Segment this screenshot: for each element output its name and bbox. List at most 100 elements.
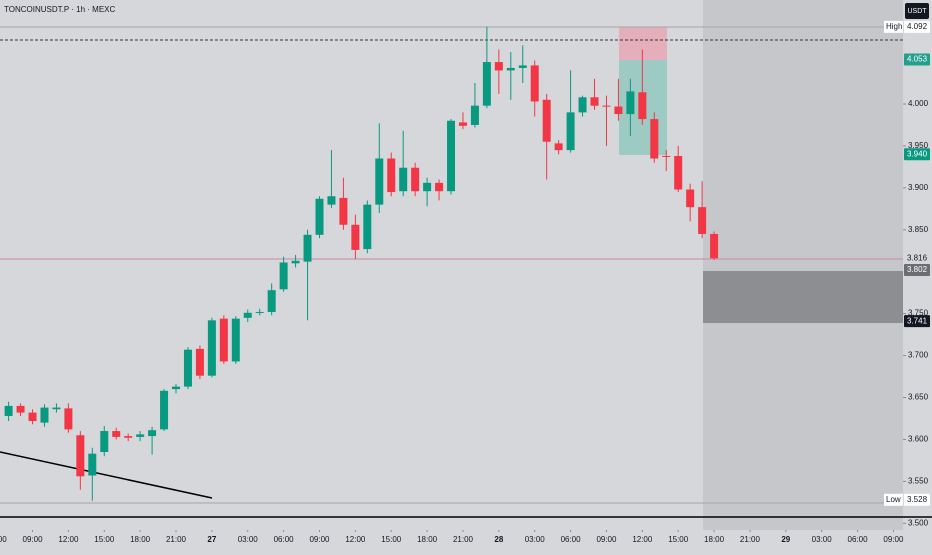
trend-line bbox=[0, 451, 213, 499]
candle-body bbox=[279, 262, 288, 290]
price-tag bbox=[904, 20, 930, 33]
x-tick-label: 18:00 bbox=[130, 535, 151, 544]
candle-body bbox=[375, 158, 384, 205]
x-tick-label: 28 bbox=[494, 535, 503, 544]
candle-body bbox=[662, 155, 671, 157]
y-tick-label: 3.500 bbox=[908, 518, 929, 527]
candle-body bbox=[327, 196, 336, 205]
y-tick-label: 3.550 bbox=[908, 476, 929, 485]
candle-body bbox=[16, 405, 25, 413]
x-tick-label: 29 bbox=[781, 535, 790, 544]
candle-body bbox=[566, 112, 575, 151]
x-tick-label: 03:00 bbox=[525, 535, 546, 544]
x-tick-label: 21:00 bbox=[453, 535, 474, 544]
candle-body bbox=[686, 189, 695, 208]
candle-body bbox=[148, 430, 157, 437]
candle-body bbox=[207, 320, 216, 376]
candle-body bbox=[387, 158, 396, 193]
x-tick-label: 18:00 bbox=[417, 535, 438, 544]
candle-body bbox=[578, 97, 587, 113]
price-tag-label: 4.053 bbox=[907, 55, 928, 64]
y-tick-label: 3.600 bbox=[908, 435, 929, 444]
x-tick-label: 27 bbox=[207, 535, 216, 544]
y-tick-label: 3.650 bbox=[908, 393, 929, 402]
candle-body bbox=[243, 312, 252, 318]
x-tick-label: 09:00 bbox=[883, 535, 904, 544]
candle-body bbox=[28, 412, 37, 421]
candle-body bbox=[411, 167, 420, 192]
x-tick-label: 06:00 bbox=[274, 535, 295, 544]
x-tick-label: 03:00 bbox=[812, 535, 833, 544]
candle-body bbox=[470, 105, 479, 125]
candle-body bbox=[554, 143, 563, 151]
candle-body bbox=[650, 119, 659, 159]
price-tag bbox=[904, 252, 930, 265]
candle-body bbox=[195, 348, 204, 376]
x-tick-label: 09:00 bbox=[309, 535, 330, 544]
price-tag-caption-bg bbox=[884, 493, 903, 506]
candle-body bbox=[64, 408, 73, 430]
y-tick-label: 3.950 bbox=[908, 141, 929, 150]
candles bbox=[4, 26, 719, 501]
candle-body bbox=[542, 99, 551, 142]
price-tag-label: 3.940 bbox=[907, 149, 928, 158]
candle-body bbox=[518, 65, 527, 68]
target-box bbox=[703, 271, 903, 323]
y-tick-label: 3.850 bbox=[908, 225, 929, 234]
x-tick-label: 06:00 bbox=[848, 535, 869, 544]
price-tag-caption: Low bbox=[886, 495, 901, 504]
price-tag-label: 4.092 bbox=[907, 22, 928, 31]
candle-body bbox=[40, 407, 49, 423]
x-tick-label: 15:00 bbox=[381, 535, 402, 544]
candle-body bbox=[339, 197, 348, 225]
candle-body bbox=[183, 349, 192, 387]
candle-body bbox=[435, 182, 444, 192]
candle-body bbox=[626, 91, 635, 115]
y-tick-label: 3.700 bbox=[908, 351, 929, 360]
candle-body bbox=[710, 233, 719, 259]
candle-body bbox=[698, 207, 707, 234]
y-tick-label: 3.750 bbox=[908, 309, 929, 318]
currency-badge bbox=[905, 3, 929, 19]
y-tick-label: 3.900 bbox=[908, 183, 929, 192]
price-tag-caption: High bbox=[886, 22, 902, 31]
x-tick-label: 21:00 bbox=[166, 535, 187, 544]
x-tick-label: 18:00 bbox=[704, 535, 725, 544]
candle-body bbox=[423, 182, 432, 192]
candle-body bbox=[303, 234, 312, 262]
candle-body bbox=[674, 155, 683, 190]
price-tag-label: 3.741 bbox=[907, 316, 928, 325]
candle-body bbox=[172, 386, 181, 390]
x-tick-label: 21:00 bbox=[740, 535, 761, 544]
candle-body bbox=[315, 198, 324, 235]
candle-body bbox=[590, 97, 599, 106]
x-tick-label: 09:00 bbox=[596, 535, 617, 544]
candle-body bbox=[4, 405, 13, 416]
x-tick-label: 06:00 bbox=[0, 535, 7, 544]
x-tick-label: 06:00 bbox=[561, 535, 582, 544]
candle-body bbox=[88, 453, 97, 476]
candle-body bbox=[136, 434, 145, 437]
candle-body bbox=[399, 167, 408, 192]
candle-body bbox=[482, 62, 491, 106]
candle-body bbox=[100, 431, 109, 453]
candle-body bbox=[52, 407, 61, 410]
candle-body bbox=[458, 122, 467, 126]
x-tick-label: 03:00 bbox=[238, 535, 259, 544]
candle-body bbox=[363, 204, 372, 250]
price-tag bbox=[904, 53, 930, 66]
candle-body bbox=[255, 311, 264, 313]
x-tick-label: 09:00 bbox=[23, 535, 44, 544]
candle-body bbox=[614, 106, 623, 115]
price-tag bbox=[904, 148, 930, 161]
candle-body bbox=[76, 435, 85, 477]
candle-body bbox=[124, 436, 133, 438]
currency-label: USDT bbox=[907, 8, 927, 15]
future-zone bbox=[703, 0, 903, 530]
x-tick-label: 15:00 bbox=[668, 535, 689, 544]
candle-body bbox=[231, 318, 240, 362]
candle-body bbox=[530, 65, 539, 102]
x-tick-label: 12:00 bbox=[345, 535, 366, 544]
x-tick-label: 12:00 bbox=[632, 535, 653, 544]
